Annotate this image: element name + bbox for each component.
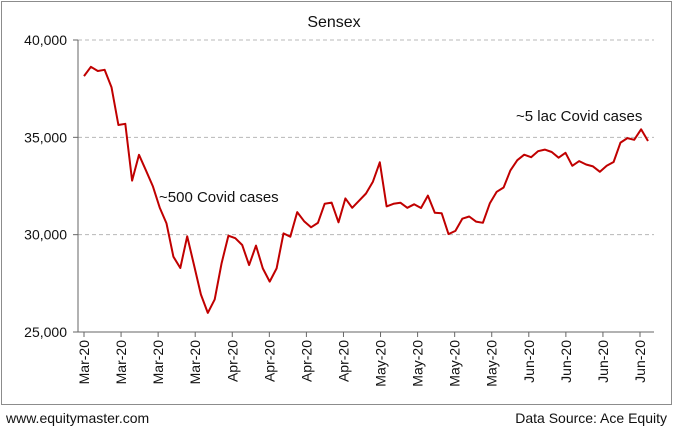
x-tick-label: Apr-20 bbox=[335, 340, 351, 382]
chart-title: Sensex bbox=[307, 14, 360, 31]
gridlines bbox=[78, 39, 654, 333]
plot-area bbox=[83, 65, 649, 314]
x-tick-label: May-20 bbox=[373, 340, 389, 387]
annotation-5-lac-cases: ~5 lac Covid cases bbox=[516, 108, 642, 125]
chart-frame bbox=[1, 1, 672, 405]
x-tick-label: Jun-20 bbox=[632, 340, 648, 383]
footer-source: Data Source: Ace Equity bbox=[515, 410, 667, 426]
y-tick-label: 30,000 bbox=[24, 227, 67, 243]
x-tick-label: Mar-20 bbox=[113, 340, 129, 385]
x-tick-label: May-20 bbox=[447, 340, 463, 387]
x-tick-label: Mar-20 bbox=[187, 340, 203, 385]
x-tick-label: Jun-20 bbox=[558, 340, 574, 383]
y-tick-label: 35,000 bbox=[24, 129, 67, 145]
x-tick-label: Jun-20 bbox=[521, 340, 537, 383]
y-tick-label: 40,000 bbox=[24, 32, 67, 48]
x-tick-label: May-20 bbox=[484, 340, 500, 387]
x-tick-label: Mar-20 bbox=[150, 340, 166, 385]
x-tick-label: Apr-20 bbox=[298, 340, 314, 382]
x-tick-label: Mar-20 bbox=[76, 340, 92, 385]
x-axis: Mar-20 Mar-20 Mar-20 Mar-20 Apr-20 Apr-20 Apr-… bbox=[76, 331, 654, 387]
y-axis: 25,000 30,000 35,000 40,000 bbox=[24, 32, 79, 340]
annotation-500-cases: ~500 Covid cases bbox=[159, 189, 279, 206]
y-tick-label: 25,000 bbox=[24, 324, 67, 340]
footer-website: www.equitymaster.com bbox=[6, 410, 150, 426]
sensex-line bbox=[83, 65, 649, 314]
x-tick-label: Jun-20 bbox=[595, 340, 611, 383]
x-tick-label: Apr-20 bbox=[224, 340, 240, 382]
x-tick-label: Apr-20 bbox=[261, 340, 277, 382]
x-tick-label: May-20 bbox=[410, 340, 426, 387]
